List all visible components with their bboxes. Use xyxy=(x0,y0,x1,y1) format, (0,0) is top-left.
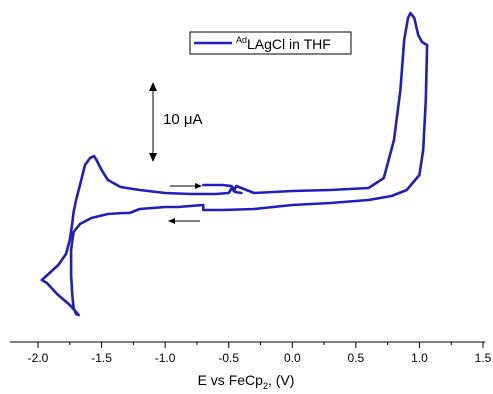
x-tick-label: 1.5 xyxy=(475,351,492,365)
x-tick-label: -1.5 xyxy=(91,351,112,365)
legend-label-text: LAgCl in THF xyxy=(247,36,331,52)
sweep-arrow-reverse xyxy=(168,218,200,224)
sweep-arrow-forward-head xyxy=(195,183,202,189)
x-axis-label: E vs FeCp2, (V) xyxy=(198,372,295,391)
current-scale-bar: 10 μA xyxy=(149,82,203,162)
legend-label-superscript: Ad xyxy=(236,35,247,45)
x-axis-label-main: E vs FeCp xyxy=(198,372,264,388)
legend-box xyxy=(189,31,352,55)
sweep-arrow-forward xyxy=(170,183,202,189)
legend-label: AdLAgCl in THF xyxy=(236,35,331,52)
legend: AdLAgCl in THF xyxy=(189,31,352,55)
x-axis-label-subscript: 2 xyxy=(263,381,268,391)
x-tick-label: -0.5 xyxy=(218,351,239,365)
x-tick-label: -1.0 xyxy=(155,351,176,365)
x-tick-label: -2.0 xyxy=(28,351,49,365)
x-axis-label-unit: , (V) xyxy=(268,372,294,388)
x-axis-ticks: -2.0 -1.5 -1.0 -0.5 0.0 0.5 1.0 1.5 xyxy=(28,342,492,365)
sweep-arrow-reverse-head xyxy=(168,218,175,224)
scale-bar-label: 10 μA xyxy=(163,111,203,128)
scale-bar-top-arrowhead xyxy=(149,82,157,91)
x-tick-label: 0.0 xyxy=(284,351,301,365)
x-tick-label: 1.0 xyxy=(411,351,428,365)
series-cv-trace xyxy=(40,11,429,317)
scale-bar-bottom-arrowhead xyxy=(149,153,157,162)
x-tick-label: 0.5 xyxy=(348,351,365,365)
